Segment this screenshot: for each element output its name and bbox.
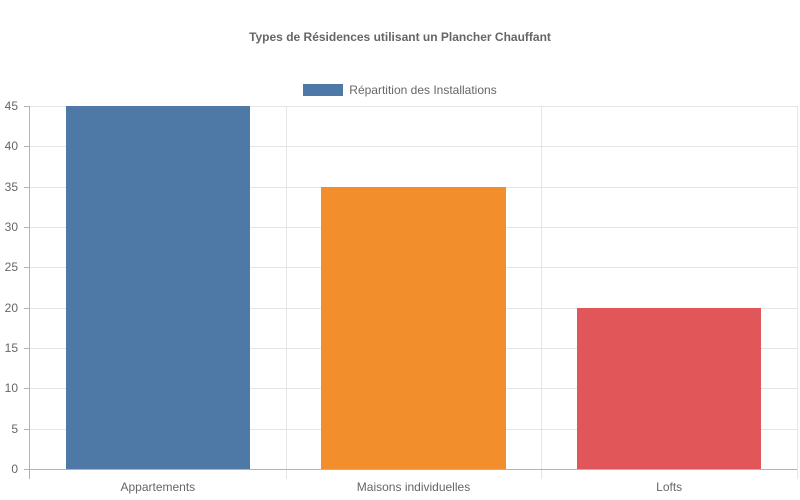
legend[interactable]: Répartition des Installations: [0, 83, 800, 97]
bar-lofts[interactable]: [577, 307, 762, 469]
y-tick-label: 30: [4, 220, 18, 234]
vertical-gridline: [797, 106, 798, 479]
gridline: [30, 146, 797, 148]
y-tick-label: 0: [11, 462, 18, 476]
chart-title: Types de Résidences utilisant un Planche…: [249, 30, 551, 44]
bar-maisons-individuelles[interactable]: [321, 186, 506, 469]
y-tick: [24, 227, 29, 228]
x-tick-label: Maisons individuelles: [356, 480, 471, 494]
y-tick: [24, 186, 29, 188]
legend-swatch: [303, 84, 344, 96]
y-tick-label: 40: [4, 139, 18, 154]
vertical-gridline: [285, 106, 287, 479]
y-tick: [24, 307, 29, 309]
y-tick-label: 5: [11, 421, 18, 436]
y-tick: [24, 267, 29, 269]
legend-label: Répartition des Installations: [349, 83, 497, 97]
y-tick: [24, 388, 29, 390]
x-axis-line: [24, 469, 797, 470]
y-tick-label: 15: [4, 341, 18, 355]
y-axis-line: [29, 106, 30, 479]
y-tick-label: 35: [4, 179, 18, 194]
y-tick-label: 20: [4, 300, 18, 315]
gridline: [30, 106, 797, 107]
y-tick: [24, 146, 29, 148]
y-tick: [24, 106, 29, 107]
plot-area: [30, 106, 798, 479]
y-tick-label: 25: [4, 260, 18, 275]
y-tick: [24, 428, 29, 430]
y-tick-label: 10: [4, 381, 18, 396]
x-tick-label: Lofts: [656, 480, 683, 494]
x-tick-label: Appartements: [120, 480, 196, 494]
bar-appartements[interactable]: [65, 106, 250, 469]
y-tick-label: 45: [4, 99, 18, 113]
vertical-gridline: [541, 106, 543, 479]
y-tick: [24, 348, 29, 349]
